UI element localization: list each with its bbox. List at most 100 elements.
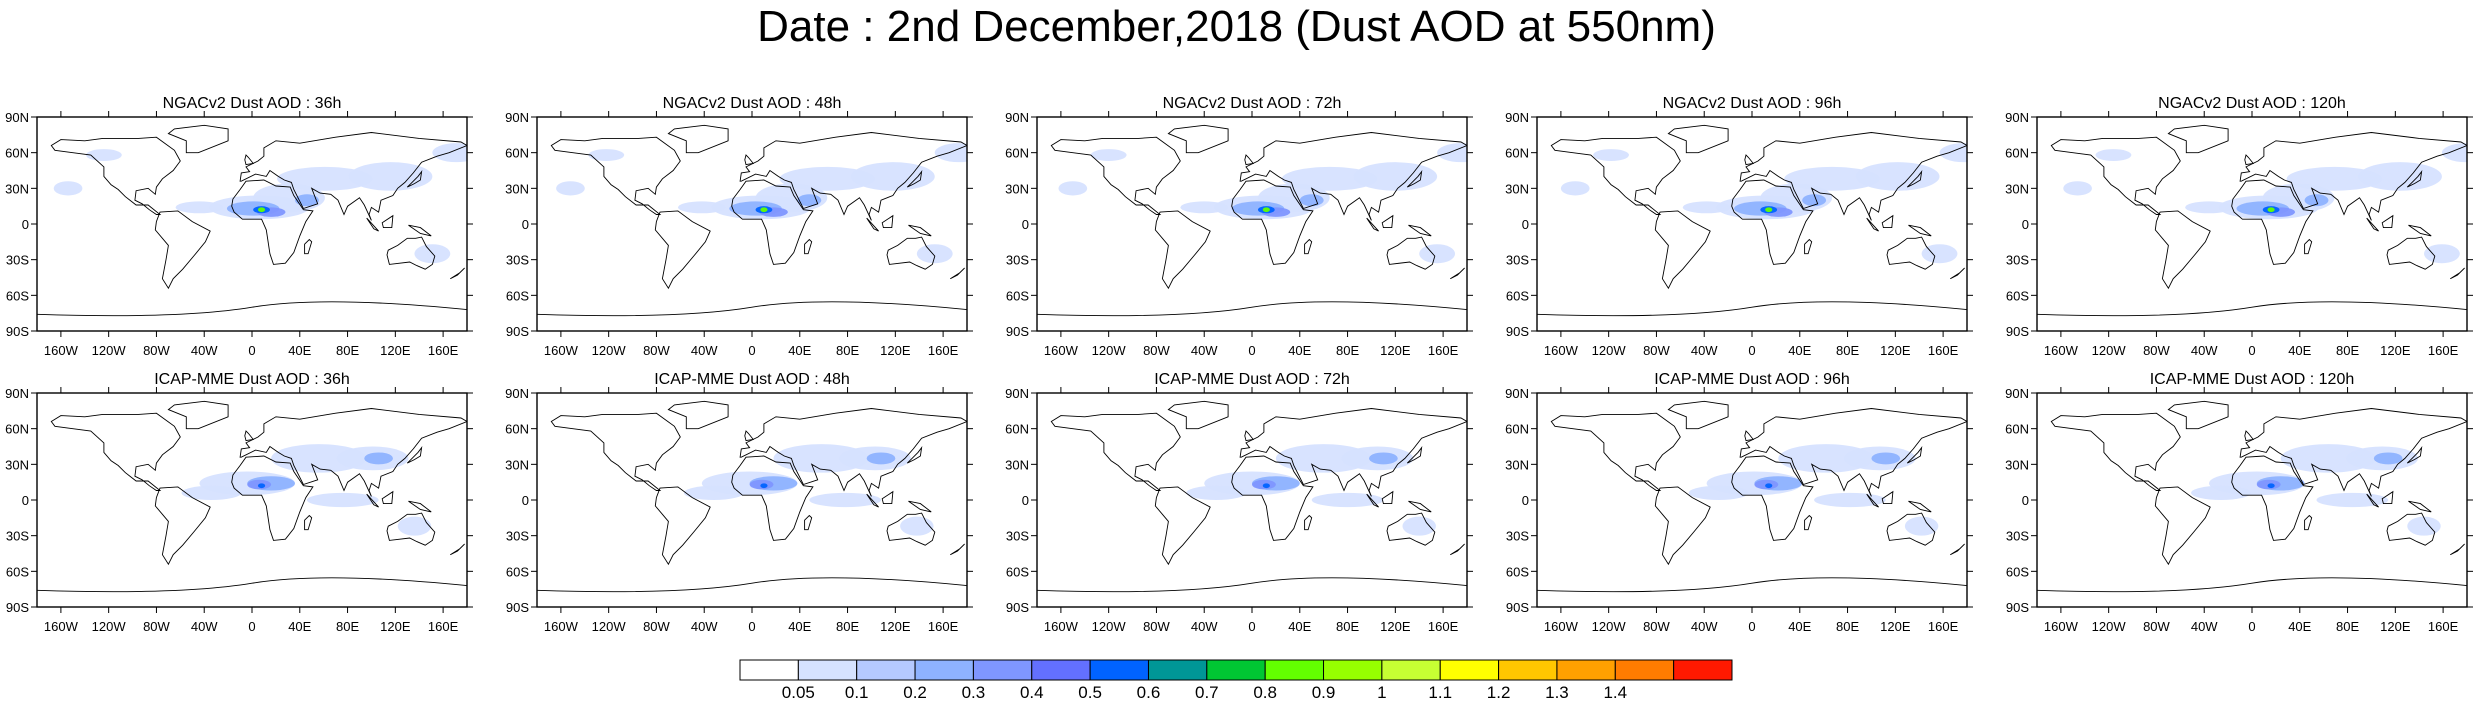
lon-label: 160W [2044, 343, 2079, 358]
lat-label: 0 [522, 493, 529, 508]
coastline [1731, 455, 1814, 541]
lon-label: 160W [44, 343, 79, 358]
dust-aod-area [2095, 149, 2132, 161]
coastline [2366, 493, 2379, 508]
colorbar-box [1556, 659, 1616, 681]
colorbar-box [797, 659, 858, 681]
dust-aod-area [2424, 244, 2460, 264]
coastline [1744, 430, 1755, 442]
lat-label: 0 [22, 493, 29, 508]
dust-aod-area [916, 244, 953, 264]
lat-label: 90N [505, 110, 529, 125]
lon-label: 80E [1836, 343, 1859, 358]
dust-aod-area [1090, 149, 1127, 161]
dust-aod-area [306, 492, 379, 508]
panel-title: NGACv2 Dust AOD : 96h [1663, 95, 1842, 112]
lon-label: 40W [691, 343, 718, 358]
coastline [1050, 136, 1181, 215]
lon-label: 120W [1592, 619, 1627, 634]
dust-aod-area [2316, 492, 2389, 508]
lat-label: 90N [505, 386, 529, 401]
antarctica-coastline [2037, 301, 2467, 317]
lon-label: 120E [880, 619, 911, 634]
lon-label: 80W [143, 343, 170, 358]
dust-aod-area [1688, 485, 1749, 500]
coastline [239, 132, 467, 221]
lon-label: 80E [1336, 343, 1359, 358]
coastline [2406, 446, 2423, 464]
lon-label: 40W [1691, 619, 1718, 634]
panel-title: NGACv2 Dust AOD : 120h [2158, 95, 2346, 112]
coastline [2408, 224, 2432, 237]
coastline [50, 412, 181, 491]
coastline [667, 400, 729, 430]
map-content [1037, 400, 1467, 593]
lon-label: 80W [2143, 619, 2170, 634]
dust-aod-area [53, 181, 83, 196]
coastline [1866, 493, 1879, 508]
lon-label: 160W [544, 343, 579, 358]
dust-aod-area [1262, 483, 1270, 489]
coastline [1906, 170, 1923, 188]
lon-label: 160W [44, 619, 79, 634]
coastline [2154, 486, 2211, 566]
lat-label: 60S [506, 288, 529, 303]
coastline [2231, 179, 2314, 265]
dust-aod-area [2286, 166, 2383, 191]
panel-title: ICAP-MME Dust AOD : 72h [1154, 371, 1350, 388]
coastline [1239, 132, 1467, 221]
dust-aod-area [1802, 194, 1827, 207]
colorbar-box [1264, 659, 1325, 681]
coastline [2050, 412, 2181, 491]
coastline [886, 512, 936, 546]
lat-label: 90N [5, 386, 29, 401]
coastline [950, 543, 965, 556]
dust-aod-area [1262, 207, 1270, 213]
coastline [381, 490, 394, 505]
coastline [1744, 154, 1755, 166]
coastline [654, 210, 711, 290]
lon-label: 80E [836, 343, 859, 358]
colorbar-box [1147, 659, 1208, 681]
lon-label: 160E [928, 619, 959, 634]
coastline [1731, 179, 1814, 265]
map-panel: NGACv2 Dust AOD : 96h 90N 60N 30N 0 30S 60S 90S… [1505, 95, 1973, 358]
colorbar-box [914, 659, 974, 681]
lon-label: 80E [336, 619, 359, 634]
lat-label: 90N [5, 110, 29, 125]
coastline [667, 124, 729, 154]
coastline [654, 486, 711, 566]
coastline [1866, 217, 1879, 232]
colorbar-label: 0.6 [1137, 683, 1161, 701]
coastline [1239, 408, 1467, 497]
coastline [1950, 543, 1965, 556]
colorbar-box [1323, 659, 1383, 681]
lat-label: 0 [1522, 493, 1529, 508]
dust-aod-area [2267, 483, 2275, 489]
lon-label: 40W [1691, 343, 1718, 358]
main-title: Date : 2nd December,2018 (Dust AOD at 55… [757, 2, 1716, 51]
map-content [1537, 400, 1967, 593]
coastline [1386, 236, 1436, 270]
map-content [1537, 124, 1967, 317]
coastline [908, 500, 932, 513]
lon-label: 80W [643, 343, 670, 358]
lon-label: 160E [1928, 619, 1959, 634]
dust-aod-area [760, 483, 768, 489]
colorbar-label: 0.5 [1078, 683, 1102, 701]
coastline [1804, 238, 1813, 255]
colorbar-label: 1.3 [1545, 683, 1569, 701]
coastline [2366, 217, 2379, 232]
coastline [1406, 170, 1423, 188]
map-content [537, 400, 967, 593]
lon-label: 120E [1380, 619, 1411, 634]
lat-label: 30S [506, 529, 529, 544]
coastline [244, 430, 255, 442]
lon-label: 40E [2288, 343, 2311, 358]
lat-label: 60S [1006, 564, 1029, 579]
dust-aod-area [2267, 207, 2275, 213]
lon-label: 160E [1428, 343, 1459, 358]
coastline [154, 210, 211, 290]
coastline [1950, 267, 1965, 280]
